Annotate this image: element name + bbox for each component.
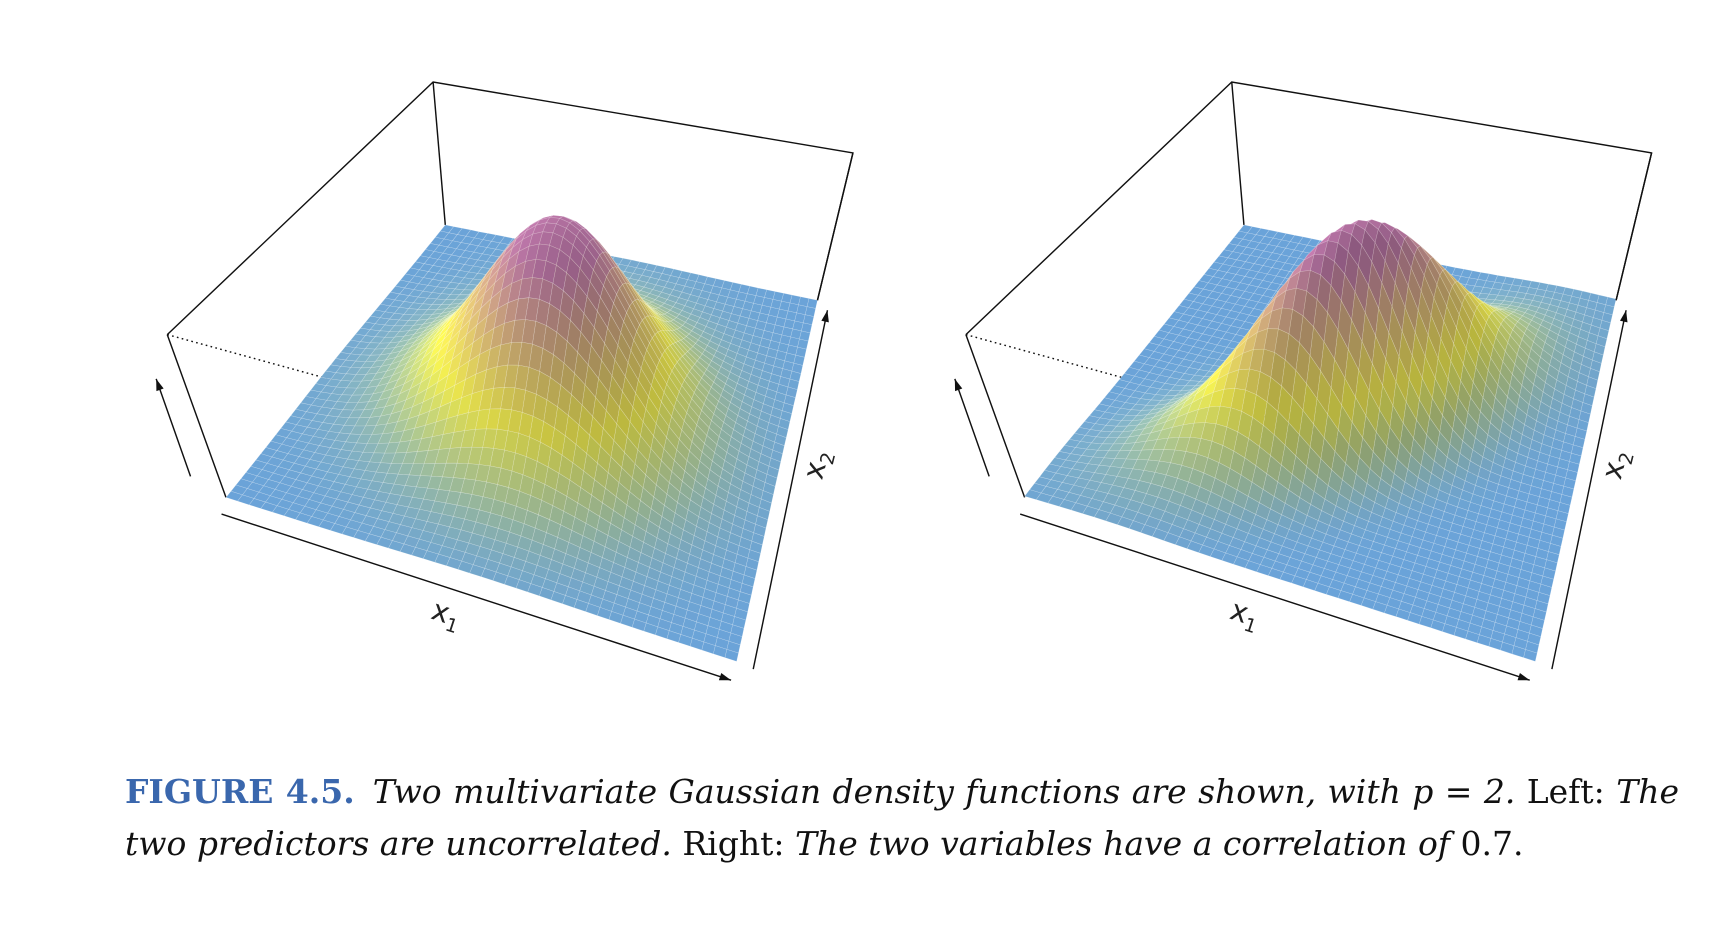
caption-text: Two multivariate Gaussian density functi… [372,772,1401,811]
surface-facet [783,394,796,407]
surface-facet [780,410,793,423]
left-surface-plot: x1 x2 [155,81,854,681]
z-axis-arrow-head [156,378,164,392]
z-axis-arrow-head [954,378,963,392]
surface-facet [758,498,772,512]
box-left-vertical-edge [965,334,1026,498]
x1-axis-arrow-head [1517,672,1530,681]
x1-axis-label: x1 [426,592,466,638]
box-right-vertical-edge [1615,152,1653,301]
caption-text: The two variables have a correlation of [795,824,1451,863]
density-surface [225,215,818,662]
surface-facet [787,378,800,390]
caption-label: FIGURE 4.5. [125,772,355,811]
box-left-vertical-edge [166,334,227,498]
surface-facet [801,322,813,334]
surface-facet [762,482,776,496]
surface-facet [776,425,789,439]
surface-facet [789,370,802,382]
caption-text: Left: [1526,772,1605,811]
surface-facet [781,402,794,415]
z-axis-arrow [954,378,990,477]
right-surface-plot: x1 x2 [954,81,1653,681]
figure-caption: FIGURE 4.5. Two multivariate Gaussian den… [125,766,1679,870]
caption-text: p = 2. [1412,772,1516,811]
surface-facet [764,473,778,487]
caption-text: . [1513,824,1524,863]
x1-axis-arrow-head [718,672,732,681]
surface-facet [802,314,815,326]
z-axis-arrow [155,378,192,477]
surface-facet [793,354,805,366]
box-back-vertical-edge [432,81,447,225]
box-back-vertical-edge [1231,81,1245,225]
box-right-vertical-edge [816,152,854,301]
caption-text: Right: [682,824,785,863]
x2-axis-label: x2 [1594,446,1639,484]
density-surface [1024,218,1617,662]
x2-axis-label: x2 [796,446,841,484]
surface-facet [760,490,774,504]
caption-text: 0.7 [1460,824,1514,863]
x1-axis-label: x1 [1225,592,1265,638]
surface-facet [757,507,771,521]
